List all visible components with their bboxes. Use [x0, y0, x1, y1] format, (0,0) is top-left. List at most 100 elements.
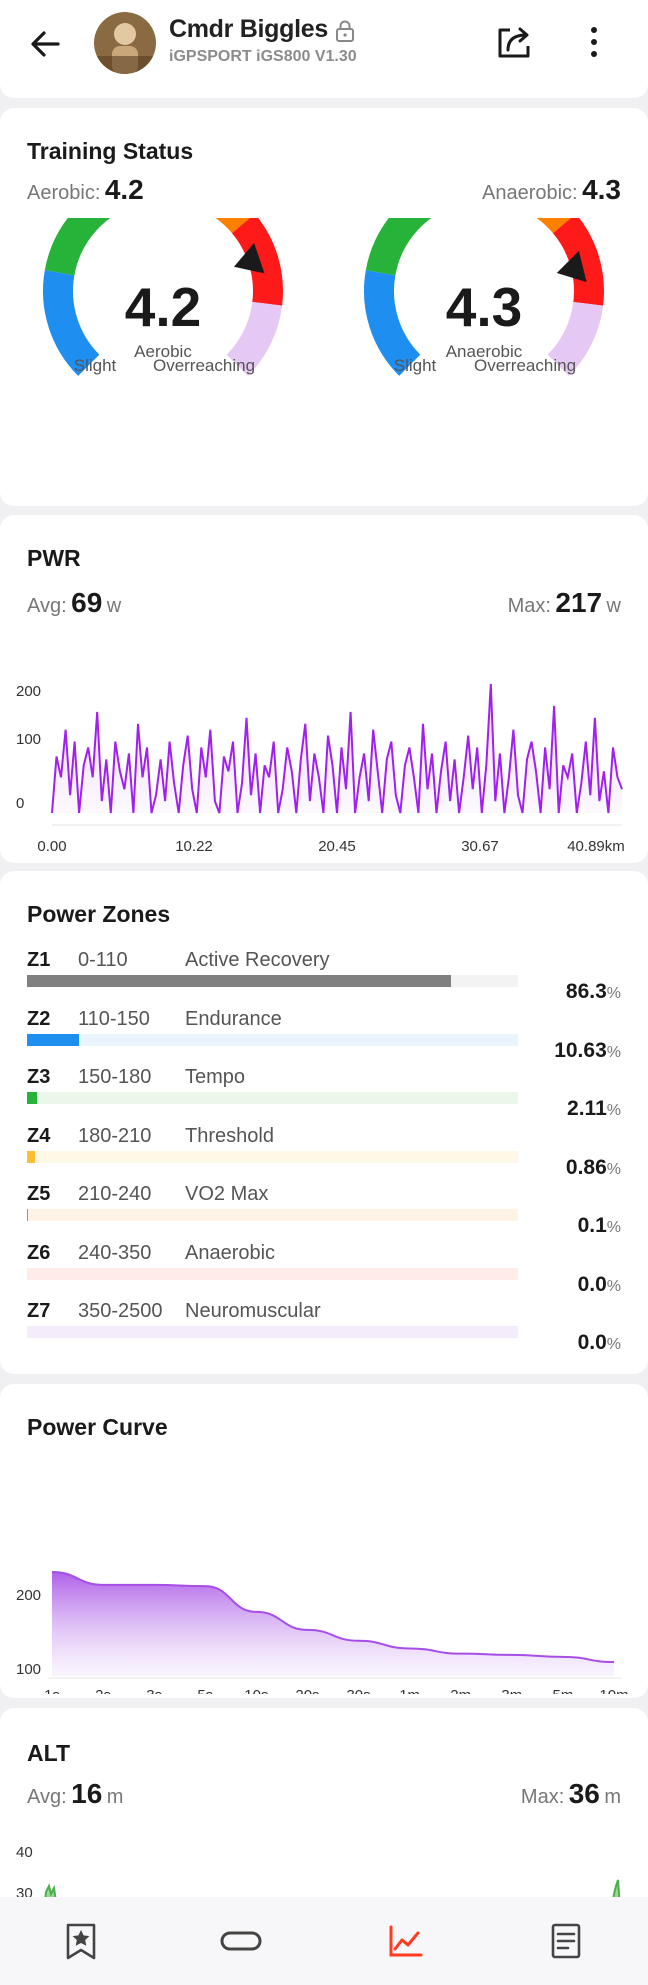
arrow-left-icon[interactable] — [24, 22, 68, 66]
zone-percent-value: 0.0 — [577, 1331, 607, 1354]
loop-icon[interactable] — [219, 1919, 263, 1963]
more-vertical-icon[interactable] — [574, 20, 614, 64]
power-curve-y-tick: 100 — [16, 1661, 41, 1678]
aerobic-gauge-high-label: Overreaching — [153, 356, 255, 375]
power-curve-x-tick: 2m — [450, 1687, 471, 1694]
zone-percent: 86.3% — [566, 980, 621, 1004]
zone-range: 180-210 — [78, 1124, 152, 1147]
anaerobic-summary: Anaerobic: 4.3 — [482, 174, 621, 206]
aerobic-gauge — [43, 218, 283, 376]
zone-name: Z7 — [27, 1300, 51, 1322]
pwr-avg-unit: w — [106, 595, 122, 617]
zone-label: VO2 Max — [185, 1183, 269, 1205]
power-curve-title: Power Curve — [27, 1414, 168, 1440]
alt-avg-label: Avg: — [27, 1786, 67, 1808]
zone-name: Z4 — [27, 1124, 51, 1147]
aerobic-gauge-value: 4.2 — [125, 276, 201, 338]
pwr-max-value: 217 — [555, 587, 603, 618]
zone-percent-value: 2.11 — [567, 1097, 607, 1120]
top-bar: Cmdr Biggles iGPSPORT iGS800 V1.30 — [0, 0, 648, 98]
power-curve-x-tick: 10m — [599, 1687, 628, 1694]
zone-label: Active Recovery — [185, 949, 330, 971]
zone-percent-value: 0.86 — [565, 1155, 607, 1179]
pwr-avg-label: Avg: — [27, 595, 67, 617]
gauge-segment — [231, 218, 283, 306]
zone-bar-track — [27, 1209, 518, 1221]
gauge-segment — [552, 218, 604, 306]
zone-row-z1: Z1 0-110 Active Recovery 86.3% — [27, 949, 627, 1007]
zone-percent-value: 0.1 — [577, 1214, 607, 1237]
power-curve-y-tick: 200 — [16, 1587, 41, 1604]
zone-row-z5: Z5 210-240 VO2 Max 0.1% — [27, 1183, 627, 1241]
power-zones-title: Power Zones — [27, 901, 171, 927]
pwr-avg: Avg: 69 w — [27, 587, 121, 619]
power-curve-card: Power Curve 200 100 1s 2s 3s 5s 10s 20s 30s 1m 2m 3… — [0, 1384, 648, 1698]
zone-range: 350-2500 — [78, 1300, 163, 1322]
pwr-title: PWR — [27, 545, 81, 571]
alt-avg: Avg: 16 m — [27, 1778, 123, 1810]
bookmark-star-icon[interactable] — [59, 1919, 103, 1963]
gauge-segment — [547, 301, 604, 376]
pwr-max: Max: 217 w — [508, 587, 621, 619]
pwr-max-label: Max: — [507, 595, 551, 617]
zone-percent-value: 0.0 — [577, 1272, 607, 1296]
anaerobic-gauge-label: Anaerobic — [446, 342, 523, 361]
power-curve-x-tick: 30s — [346, 1687, 370, 1694]
pwr-y-tick: 100 — [16, 731, 41, 748]
alt-avg-unit: m — [106, 1786, 124, 1808]
pwr-x-tick: 40.89km — [567, 838, 625, 855]
zone-percent-value: 10.63 — [554, 1038, 607, 1062]
pwr-line — [51, 683, 623, 814]
zone-bar-fill — [27, 1150, 35, 1163]
zone-name: Z6 — [27, 1241, 51, 1264]
athlete-name: Cmdr Biggles — [169, 15, 328, 43]
zone-bar-track — [27, 1267, 518, 1280]
zone-range: 110-150 — [78, 1007, 150, 1030]
pwr-card: PWR Avg: 69 w Max: 217 w 200 100 0 0.00 10.2… — [0, 515, 648, 863]
zone-percent-sign: % — [606, 1277, 621, 1295]
zone-percent: 0.86% — [566, 1156, 621, 1180]
gauge-segment — [365, 218, 432, 276]
gauge-segment — [364, 270, 421, 376]
gauge-segment — [215, 218, 250, 234]
zone-row-z6: Z6 240-350 Anaerobic 0.0% — [27, 1242, 627, 1300]
pwr-avg-value: 69 — [71, 587, 103, 618]
zone-percent-sign: % — [606, 1160, 621, 1178]
alt-max-unit: m — [604, 1786, 621, 1808]
zone-range: 0-110 — [78, 949, 128, 971]
zone-row-z7: Z7 350-2500 Neuromuscular 0.0% — [27, 1300, 627, 1358]
zone-bar-track — [27, 1150, 518, 1163]
zone-row-z3: Z3 150-180 Tempo 2.11% — [27, 1066, 627, 1124]
zone-row-z4: Z4 180-210 Threshold 0.86% — [27, 1125, 627, 1183]
pwr-chart: 200 100 0 0.00 10.22 20.45 30.67 40.89km — [16, 683, 625, 855]
gauge-segment — [536, 218, 571, 234]
pwr-y-tick: 0 — [16, 795, 24, 812]
zone-percent: 0.0% — [578, 1331, 621, 1355]
pwr-max-unit: w — [606, 595, 621, 617]
avatar[interactable] — [94, 12, 156, 74]
alt-max-label: Max: — [520, 1786, 565, 1808]
zone-label: Endurance — [185, 1007, 282, 1030]
chart-icon[interactable] — [383, 1919, 427, 1963]
zone-bar-track — [27, 975, 518, 987]
pwr-y-tick: 200 — [16, 683, 41, 700]
pwr-x-tick: 0.00 — [37, 838, 66, 855]
aerobic-value: 4.2 — [104, 174, 144, 205]
zone-bar-fill — [27, 975, 451, 987]
share-icon[interactable] — [492, 20, 536, 64]
alt-avg-value: 16 — [71, 1778, 103, 1809]
zone-name: Z1 — [27, 949, 51, 971]
zone-name: Z2 — [27, 1007, 51, 1030]
zone-percent-value: 86.3 — [565, 980, 607, 1003]
anaerobic-gauge-high-label: Overreaching — [474, 356, 576, 375]
power-curve-x-tick: 20s — [295, 1687, 319, 1694]
lock-icon — [336, 20, 354, 42]
zone-label: Anaerobic — [185, 1241, 276, 1264]
power-zones-card: Power Zones Z1 0-110 Active Recovery 86.3% Z… — [0, 871, 648, 1374]
gauge-segment — [43, 270, 100, 376]
aerobic-gauge-low-label: Slight — [74, 356, 117, 375]
document-icon[interactable] — [544, 1919, 588, 1963]
zone-bar-fill — [27, 1092, 38, 1104]
zone-percent: 0.0% — [578, 1273, 621, 1297]
anaerobic-gauge-low-label: Slight — [394, 356, 437, 375]
